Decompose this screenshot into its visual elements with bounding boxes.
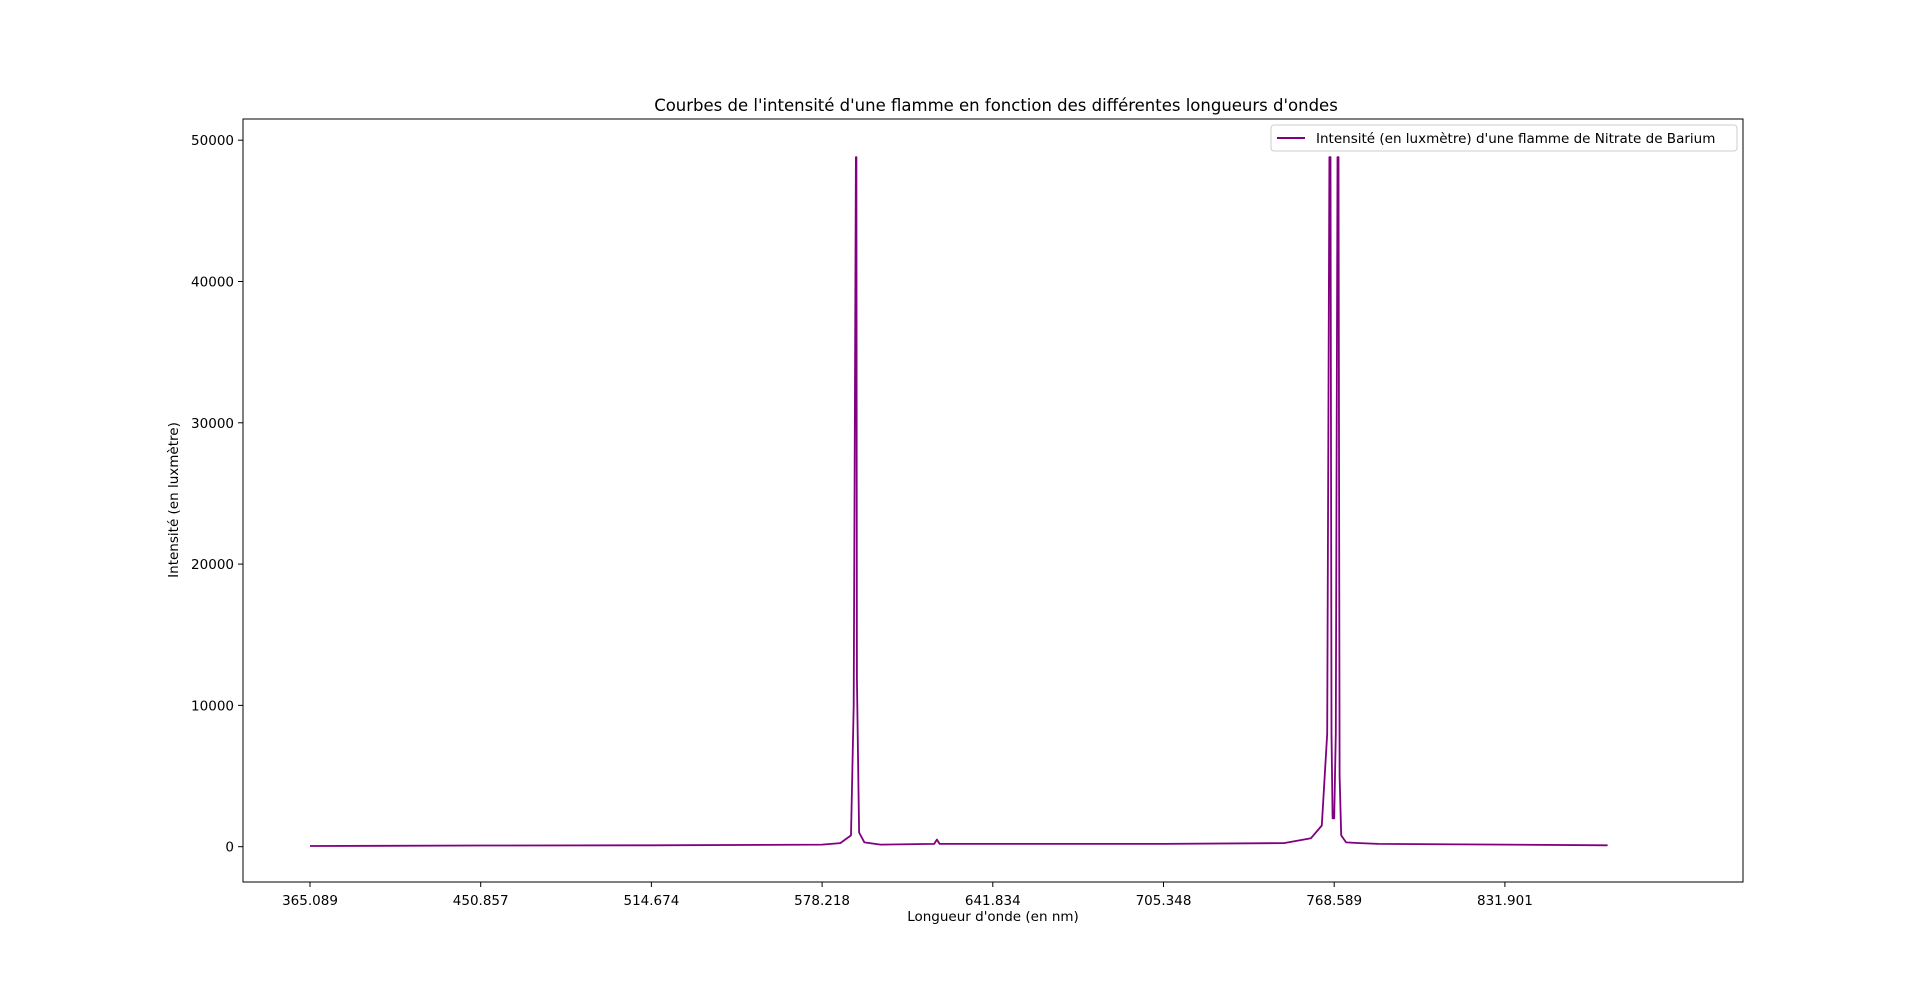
plot-area xyxy=(242,118,1744,883)
legend-box xyxy=(1270,124,1738,152)
y-tick-label: 50000 xyxy=(191,133,234,149)
chart-title: Courbes de l'intensité d'une flamme en f… xyxy=(654,96,1338,115)
series-group xyxy=(309,156,1608,847)
x-tick-label: 831.901 xyxy=(1477,893,1533,909)
legend: Intensité (en luxmètre) d'une flamme de … xyxy=(1270,124,1738,152)
y-tick-label: 0 xyxy=(225,840,234,856)
y-tick-label: 40000 xyxy=(191,274,234,290)
y-tick-label: 10000 xyxy=(191,698,234,714)
x-tick-label: 705.348 xyxy=(1136,893,1192,909)
y-axis-label: Intensité (en luxmètre) xyxy=(166,422,182,578)
y-tick-label: 30000 xyxy=(191,416,234,432)
x-axis-label: Longueur d'onde (en nm) xyxy=(907,909,1079,925)
legend-label: Intensité (en luxmètre) d'une flamme de … xyxy=(1316,131,1715,147)
y-tick-label: 20000 xyxy=(191,557,234,573)
x-tick-label: 365.089 xyxy=(282,893,338,909)
x-tick-label: 450.857 xyxy=(453,893,509,909)
x-axis: 365.089 450.857 514.674 578.218 641.834 705.3… xyxy=(282,882,1533,909)
series-line xyxy=(309,156,1608,847)
x-tick-label: 514.674 xyxy=(623,893,679,909)
x-tick-label: 768.589 xyxy=(1306,893,1362,909)
y-axis: 0 10000 20000 30000 40000 50000 xyxy=(191,133,243,856)
x-tick-label: 641.834 xyxy=(965,893,1021,909)
x-tick-label: 578.218 xyxy=(794,893,850,909)
